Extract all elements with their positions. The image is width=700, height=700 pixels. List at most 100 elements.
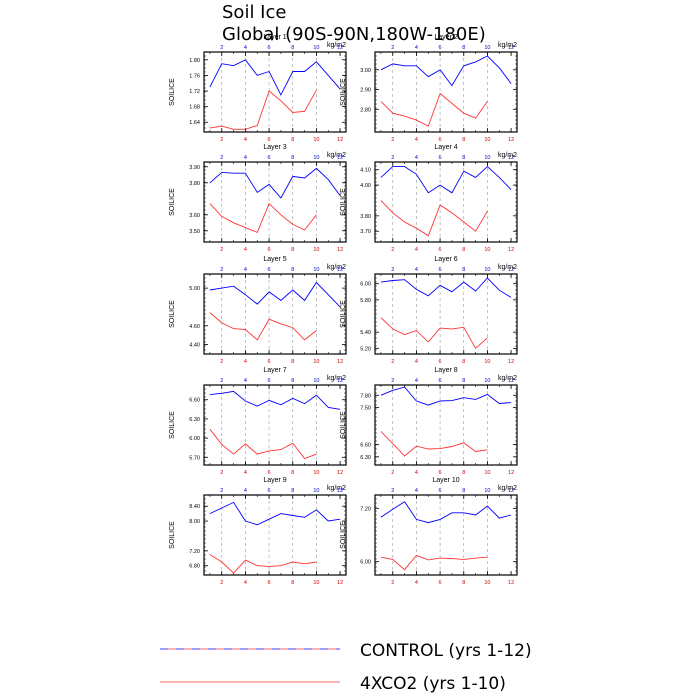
x-tick-label: 2: [391, 137, 394, 143]
x-top-tick-label: 8: [291, 45, 294, 51]
y-tick-label: 6.00: [189, 436, 200, 442]
y-tick-label: 5.70: [189, 455, 200, 461]
plot-area: Layer 6 kg/m2 2 4 6 8 10 12 2 4 6 8 10 12 5.20 5.40 5.80…: [340, 256, 518, 365]
y-tick-label: 3.90: [189, 165, 200, 171]
y-tick-label: 6.60: [189, 398, 200, 404]
unit-label: kg/m2: [498, 375, 517, 382]
y-tick-label: 2.80: [360, 107, 371, 113]
x-tick-label: 10: [484, 137, 490, 143]
x-tick-label: 12: [337, 247, 343, 253]
x-tick-label: 8: [462, 247, 465, 253]
control-series-line: [380, 55, 512, 87]
x-top-tick-label: 12: [337, 267, 343, 273]
y-tick-label: 1.68: [189, 105, 200, 111]
x-tick-label: 4: [244, 359, 247, 365]
panel-3: Layer 3 kg/m2 2 4 6 8 10 12 2 4 6 8 10 12 3.50 3.60 3.80…: [169, 144, 347, 253]
y-tick-label: 6.60: [360, 442, 371, 448]
x-tick-label: 12: [508, 247, 514, 253]
x-top-tick-label: 10: [313, 155, 319, 161]
x-top-tick-label: 12: [508, 155, 514, 161]
y-tick-label: 5.40: [360, 330, 371, 336]
x-tick-label: 6: [268, 580, 271, 586]
y-tick-label: 4.10: [360, 168, 371, 174]
x-tick-label: 4: [415, 580, 418, 586]
x-tick-label: 8: [291, 247, 294, 253]
x-top-tick-label: 2: [391, 267, 394, 273]
panel-title: Layer 3: [263, 144, 286, 151]
exp-series-line: [209, 202, 317, 233]
y-tick-label: 6.30: [189, 417, 200, 423]
x-top-tick-label: 6: [268, 267, 271, 273]
y-tick-label: 3.80: [360, 214, 371, 220]
y-axis-label: SOILICE: [169, 300, 176, 328]
exp-series-line: [380, 317, 488, 350]
x-tick-label: 2: [220, 359, 223, 365]
plot-area: Layer 7 kg/m2 2 4 6 8 10 12 2 4 6 8 10 12 5.70 6.00 6.30…: [169, 367, 347, 476]
x-top-tick-label: 8: [291, 488, 294, 494]
panel-title: Layer 7: [263, 367, 286, 374]
x-top-tick-label: 6: [268, 155, 271, 161]
plot-frame: [203, 384, 347, 466]
y-tick-label: 5.00: [189, 286, 200, 292]
panel-10: Layer 10 kg/m2 2 4 6 8 10 12 2 4 6 8 10 12 6.00 7.20 SOI…: [340, 477, 518, 586]
y-tick-label: 7.20: [189, 549, 200, 555]
plot-frame: [374, 384, 518, 466]
x-top-tick-label: 8: [462, 45, 465, 51]
panel-1: Layer 1 kg/m2 2 4 6 8 10 12 2 4 6 8 10 12 1.64 1.68 1.72…: [169, 34, 347, 143]
x-top-tick-label: 12: [337, 155, 343, 161]
x-tick-label: 10: [484, 359, 490, 365]
x-top-tick-label: 6: [439, 267, 442, 273]
x-top-tick-label: 6: [268, 378, 271, 384]
y-tick-label: 6.00: [360, 560, 371, 566]
x-top-tick-label: 12: [508, 45, 514, 51]
x-tick-label: 4: [415, 137, 418, 143]
x-top-tick-label: 8: [291, 378, 294, 384]
plot-frame: [203, 161, 347, 243]
y-tick-label: 3.00: [360, 68, 371, 74]
x-top-tick-label: 4: [415, 378, 418, 384]
panel-2: Layer 2 kg/m2 2 4 6 8 10 12 2 4 6 8 10 12 2.80 2.90 3.00…: [340, 34, 518, 143]
x-top-tick-label: 2: [391, 378, 394, 384]
x-tick-label: 4: [244, 137, 247, 143]
exp-series-line: [380, 200, 488, 237]
y-tick-label: 7.50: [360, 406, 371, 412]
unit-label: kg/m2: [327, 375, 346, 382]
x-tick-label: 2: [391, 470, 394, 476]
y-tick-label: 3.80: [189, 181, 200, 187]
y-tick-label: 4.60: [189, 324, 200, 330]
x-top-tick-label: 10: [484, 488, 490, 494]
x-top-tick-label: 12: [337, 488, 343, 494]
y-tick-label: 3.60: [189, 213, 200, 219]
y-axis-label: SOILICE: [169, 521, 176, 549]
x-top-tick-label: 2: [391, 488, 394, 494]
x-top-tick-label: 2: [220, 155, 223, 161]
x-tick-label: 10: [313, 359, 319, 365]
panel-5: Layer 5 kg/m2 2 4 6 8 10 12 2 4 6 8 10 12 4.40 4.60 5.00…: [169, 256, 347, 365]
x-tick-label: 8: [462, 470, 465, 476]
x-top-tick-label: 2: [391, 155, 394, 161]
x-top-tick-label: 4: [415, 155, 418, 161]
panel-title: Layer 1: [263, 34, 286, 41]
x-tick-label: 2: [220, 247, 223, 253]
x-tick-label: 8: [291, 137, 294, 143]
control-series-line: [209, 281, 341, 308]
x-tick-label: 8: [291, 359, 294, 365]
x-tick-label: 6: [268, 137, 271, 143]
x-top-tick-label: 2: [220, 267, 223, 273]
x-top-tick-label: 8: [462, 378, 465, 384]
control-series-line: [209, 501, 341, 526]
y-axis-label: SOILICE: [340, 521, 347, 549]
y-tick-label: 2.90: [360, 88, 371, 94]
exp-series-line: [209, 428, 317, 460]
exp-series-line: [209, 554, 317, 574]
control-series-line: [209, 390, 341, 410]
legend-exp-label: 4XCO2 (yrs 1-10): [360, 674, 506, 694]
y-tick-label: 7.80: [360, 393, 371, 399]
x-tick-label: 6: [268, 359, 271, 365]
x-tick-label: 6: [268, 470, 271, 476]
x-top-tick-label: 4: [244, 45, 247, 51]
unit-label: kg/m2: [327, 42, 346, 49]
x-top-tick-label: 6: [439, 45, 442, 51]
x-top-tick-label: 2: [220, 488, 223, 494]
x-tick-label: 8: [462, 359, 465, 365]
